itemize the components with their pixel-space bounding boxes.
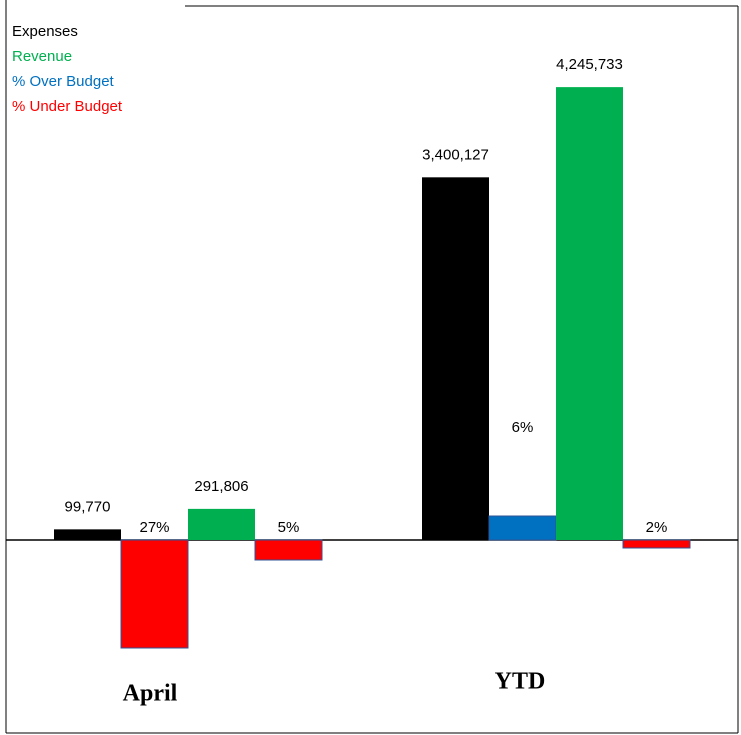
bar <box>188 508 255 540</box>
data-label: 3,400,127 <box>422 146 489 163</box>
bar <box>622 539 691 549</box>
data-label: 4,245,733 <box>556 56 623 73</box>
bar <box>54 529 121 540</box>
data-label: 99,770 <box>65 498 111 515</box>
bar <box>120 539 189 649</box>
legend-entry: % Under Budget <box>12 98 123 115</box>
data-label: 291,806 <box>194 478 248 495</box>
bar <box>488 515 557 541</box>
bar <box>254 539 323 561</box>
data-label: 5% <box>278 519 300 536</box>
legend-entry: Expenses <box>12 23 78 40</box>
category-label: YTD <box>495 669 546 695</box>
bar <box>556 87 623 540</box>
bar <box>422 177 489 540</box>
legend-entry: Revenue <box>12 48 72 65</box>
data-label: 6% <box>512 419 534 436</box>
data-label: 2% <box>646 519 668 536</box>
legend-entry: % Over Budget <box>12 73 115 90</box>
data-label: 27% <box>139 519 169 536</box>
category-label: April <box>123 681 178 707</box>
